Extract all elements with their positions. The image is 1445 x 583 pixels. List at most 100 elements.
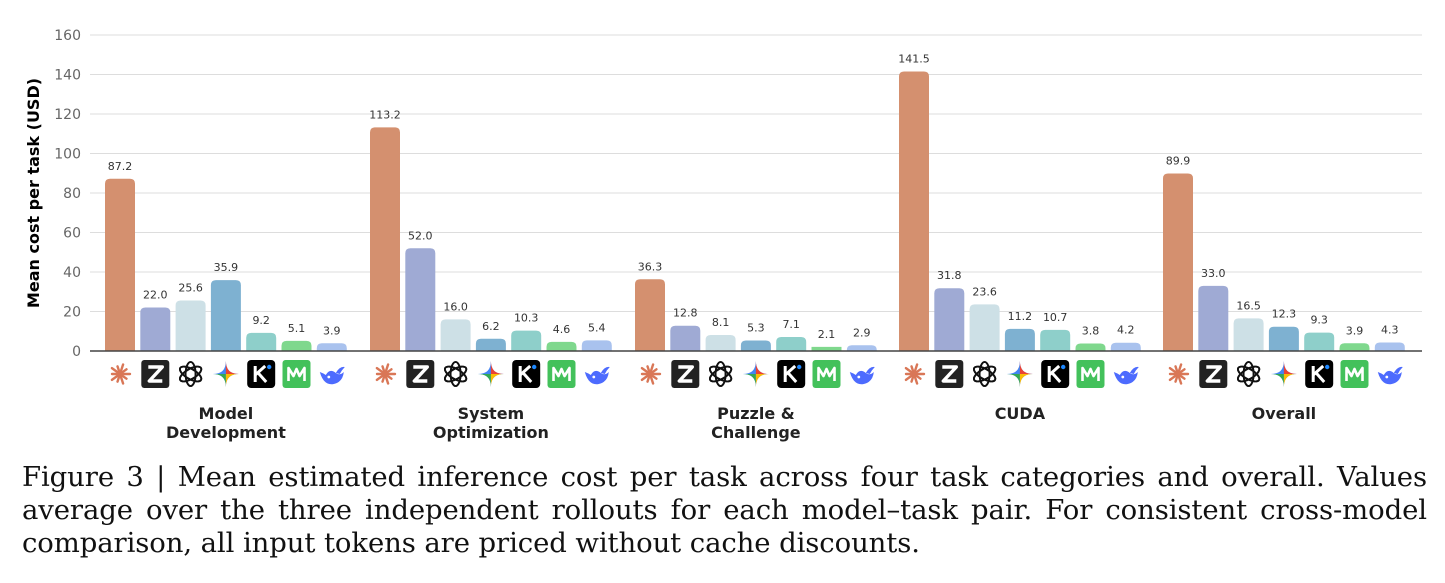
y-tick-label: 40 [63, 265, 81, 281]
deepseek-icon [584, 366, 610, 385]
bar-value-label: 2.1 [818, 328, 836, 341]
bar [635, 279, 665, 351]
claude-icon [110, 363, 132, 385]
bar-value-label: 16.5 [1236, 299, 1261, 312]
model-icons [110, 360, 1403, 388]
bar-value-label: 4.3 [1381, 324, 1399, 337]
bar-value-label: 52.0 [408, 229, 433, 242]
deepseek-icon [1113, 366, 1139, 385]
bar-value-label: 33.0 [1201, 267, 1226, 280]
category-label: Puzzle & Challenge [711, 404, 801, 442]
grid-lines [90, 34, 1422, 312]
gemini-icon [1006, 361, 1033, 387]
deepseek-icon [849, 366, 875, 385]
bar-value-label: 36.3 [638, 260, 663, 273]
claude-icon [375, 363, 397, 385]
bar [105, 178, 135, 351]
bar [670, 325, 701, 351]
minimax-icon [547, 360, 576, 388]
bar-value-label: 87.2 [108, 160, 133, 173]
bar [1110, 342, 1141, 351]
bar-value-label: 5.4 [588, 321, 606, 334]
bar-value-label: 25.6 [178, 281, 203, 294]
category-labels: Model Development System Optimization Puzzle… [166, 404, 1316, 442]
bar [1163, 173, 1193, 351]
bar [1075, 343, 1106, 351]
bar [1304, 332, 1335, 351]
bar-value-label: 3.9 [1346, 324, 1364, 337]
bar [934, 288, 965, 351]
gemini-icon [1270, 361, 1297, 387]
bar [405, 248, 436, 351]
bar [440, 319, 471, 351]
minimax-icon [282, 360, 311, 388]
bar [546, 341, 577, 351]
bar-value-label: 9.2 [252, 314, 270, 327]
bar [1374, 342, 1405, 351]
gemini-icon [477, 361, 504, 387]
bar-value-label: 89.9 [1166, 154, 1191, 167]
openai-icon [179, 361, 203, 387]
y-tick-label: 140 [54, 68, 81, 84]
bar-value-label: 7.1 [782, 318, 800, 331]
bar [1198, 285, 1229, 351]
bar-value-label: 3.9 [323, 324, 341, 337]
bar [511, 330, 542, 351]
bar [1233, 318, 1264, 351]
bar-value-label: 5.3 [747, 322, 765, 335]
y-tick-label: 120 [54, 107, 81, 123]
bar-value-label: 113.2 [369, 108, 401, 121]
bar-value-label: 10.7 [1043, 311, 1068, 324]
openai-icon [709, 361, 733, 387]
bar-value-label: 4.2 [1117, 324, 1135, 337]
category-label: System Optimization [433, 404, 549, 442]
bar [1040, 329, 1071, 351]
bar [246, 332, 277, 351]
category-label: Model Development [166, 404, 286, 442]
zhipu-icon [1199, 360, 1228, 388]
category-label: CUDA [995, 404, 1046, 423]
figure-caption: Figure 3 | Mean estimated inference cost… [22, 461, 1427, 559]
zhipu-icon [671, 360, 700, 388]
bar-value-label: 16.0 [443, 300, 468, 313]
bar-value-label: 31.8 [937, 269, 962, 282]
cost-bar-chart: 0 20 40 60 80 100 120 140 160 Mean cost per task… [24, 28, 1422, 442]
bar [316, 343, 347, 351]
bar-value-label: 35.9 [214, 261, 239, 274]
bar [1004, 328, 1035, 351]
bar-value-label: 12.8 [673, 307, 698, 320]
bar-value-label: 11.2 [1008, 310, 1033, 323]
bar-value-label: 141.5 [898, 53, 930, 66]
category-label: Overall [1252, 404, 1317, 423]
y-tick-label: 0 [72, 344, 81, 360]
bars: 87.2 22.0 25.6 35.9 9.2 5.1 3.9 113.2 52.0 16.0 6.… [105, 53, 1405, 352]
zhipu-icon [406, 360, 435, 388]
bar [776, 336, 807, 351]
openai-icon [973, 361, 997, 387]
bar-value-label: 2.9 [853, 326, 871, 339]
bar [370, 127, 400, 352]
kimi-icon [512, 360, 541, 388]
bar [140, 307, 171, 351]
bar-value-label: 22.0 [143, 289, 168, 302]
zhipu-icon [935, 360, 964, 388]
bar-value-label: 8.1 [712, 316, 730, 329]
claude-icon [1168, 363, 1190, 385]
bar [846, 345, 877, 351]
kimi-icon [777, 360, 806, 388]
y-tick-label: 60 [63, 226, 81, 242]
y-tick-label: 20 [63, 305, 81, 321]
minimax-icon [1340, 360, 1369, 388]
openai-icon [1237, 361, 1261, 387]
openai-icon [444, 361, 468, 387]
bar-value-label: 9.3 [1310, 314, 1328, 327]
y-tick-label: 160 [54, 28, 81, 44]
bar-value-label: 10.3 [514, 312, 539, 325]
bar-value-label: 3.8 [1082, 324, 1100, 337]
bar [281, 340, 312, 351]
bar-value-label: 4.6 [553, 323, 571, 336]
minimax-icon [1076, 360, 1105, 388]
bar [210, 280, 241, 351]
kimi-icon [1041, 360, 1070, 388]
zhipu-icon [141, 360, 170, 388]
